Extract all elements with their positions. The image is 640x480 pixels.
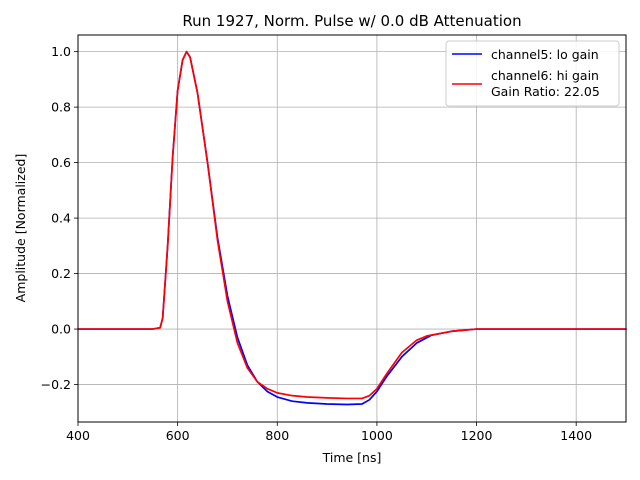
- x-axis-label: Time [ns]: [322, 450, 382, 465]
- y-tick-label: −0.2: [41, 377, 71, 392]
- tick-layer: 400 600 800 1000 1200 1400 −0.2 0.0 0.2 0.4 0.6 0.8…: [41, 44, 592, 443]
- series-layer: [77, 50, 627, 406]
- plot-frame: [77, 34, 627, 423]
- y-tick-label: 1.0: [51, 44, 71, 59]
- x-tick-label: 1000: [361, 428, 393, 443]
- y-tick-label: 0.0: [51, 322, 71, 337]
- legend-label-channel6: channel6: hi gain: [491, 68, 599, 83]
- y-axis-label: Amplitude [Normalized]: [13, 154, 28, 303]
- y-tick-label: 0.2: [51, 266, 71, 281]
- legend: channel5: lo gain channel6: hi gain Gain…: [445, 40, 620, 107]
- y-tick-label: 0.4: [51, 211, 71, 226]
- x-tick-label: 800: [265, 428, 289, 443]
- grid-layer: [77, 35, 626, 422]
- series-line-channel6: [77, 50, 627, 400]
- x-tick-label: 600: [166, 428, 190, 443]
- x-tick-label: 1200: [461, 428, 493, 443]
- y-tick-label: 0.8: [51, 100, 71, 115]
- legend-box: [445, 40, 620, 107]
- x-tick-label: 400: [66, 428, 90, 443]
- x-tick-label: 1400: [560, 428, 592, 443]
- y-tick-label: 0.6: [51, 155, 71, 170]
- legend-label-gain-ratio: Gain Ratio: 22.05: [491, 84, 600, 99]
- chart-title: Run 1927, Norm. Pulse w/ 0.0 dB Attenuat…: [182, 12, 521, 30]
- legend-label-channel5: channel5: lo gain: [491, 47, 599, 62]
